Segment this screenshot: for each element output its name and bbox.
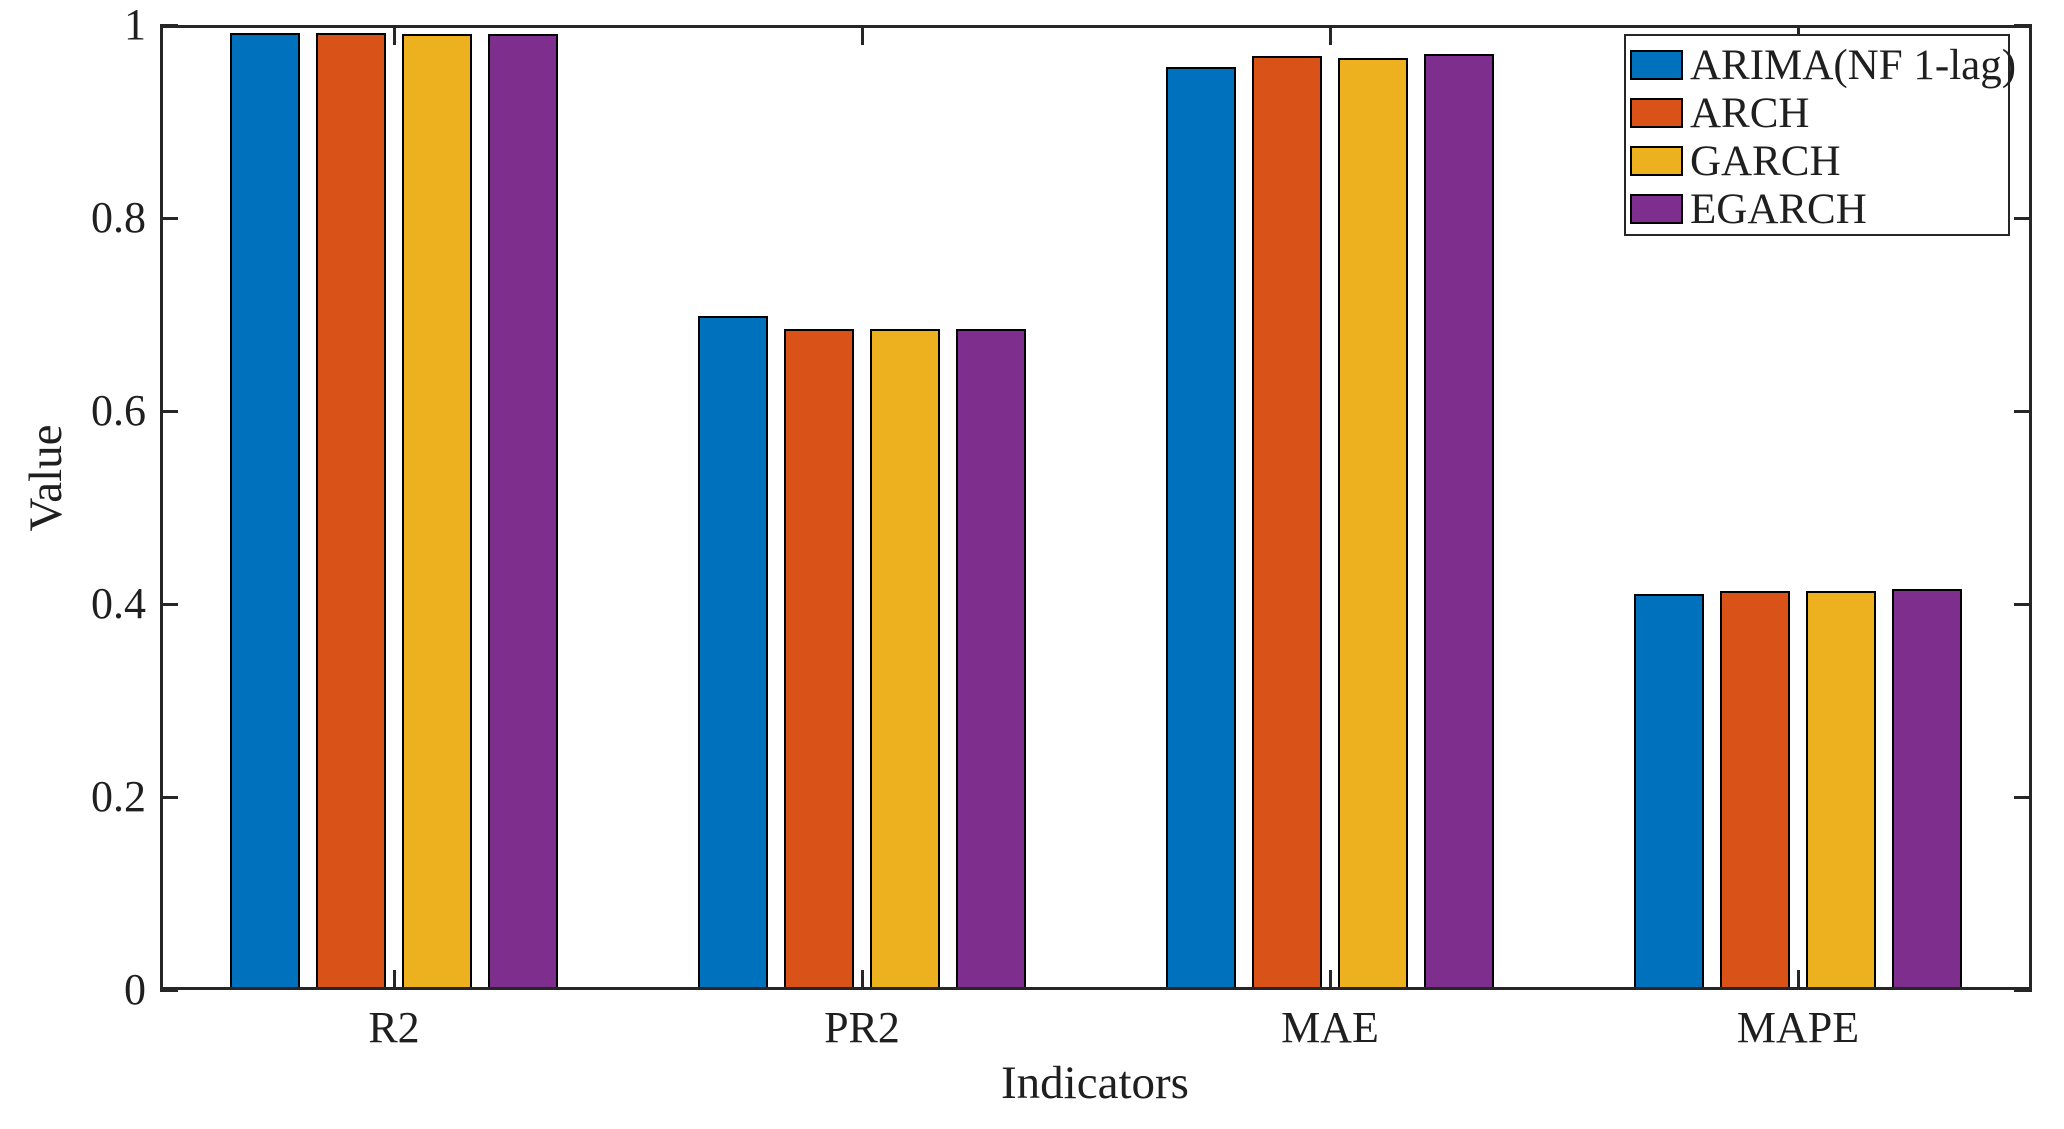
bar-garch-pr2 bbox=[869, 328, 940, 990]
bar-egarch-mape bbox=[1891, 588, 1962, 990]
bar-egarch-mae bbox=[1423, 53, 1494, 990]
y-tick-label-0.6: 0.6 bbox=[91, 386, 146, 435]
axis-tick bbox=[160, 23, 178, 27]
axis-tick bbox=[160, 409, 178, 413]
y-tick-label-0.2: 0.2 bbox=[91, 772, 146, 821]
x-axis-label: Indicators bbox=[1001, 1057, 1189, 1109]
axis-tick bbox=[2014, 409, 2032, 413]
legend-label: ARCH bbox=[1690, 89, 1810, 137]
axis-tick bbox=[860, 25, 864, 45]
axis-tick bbox=[160, 795, 178, 799]
bar-arch-r2 bbox=[316, 32, 387, 990]
axis-tick bbox=[160, 216, 178, 220]
axis-tick bbox=[392, 970, 396, 990]
legend-swatch-arima-nf-1-lag- bbox=[1630, 50, 1683, 80]
y-tick-label-1: 1 bbox=[124, 0, 146, 49]
axis-tick bbox=[2014, 988, 2032, 992]
x-tick-label-R2: R2 bbox=[368, 1003, 420, 1052]
axis-tick bbox=[2014, 602, 2032, 606]
axis-tick bbox=[392, 25, 396, 45]
legend-row: EGARCH bbox=[1626, 185, 2008, 233]
y-tick-label-0: 0 bbox=[124, 965, 146, 1014]
y-tick-label-0.4: 0.4 bbox=[91, 579, 146, 628]
bar-arch-pr2 bbox=[784, 328, 855, 990]
axis-tick bbox=[860, 970, 864, 990]
y-tick-label-0.8: 0.8 bbox=[91, 193, 146, 242]
legend-label: ARIMA(NF 1-lag) bbox=[1690, 41, 2017, 89]
bar-garch-r2 bbox=[401, 33, 472, 990]
bar-arima-nf-1-lag--mae bbox=[1166, 66, 1237, 990]
legend-swatch-arch bbox=[1630, 98, 1683, 128]
bar-egarch-r2 bbox=[487, 33, 558, 990]
axis-tick bbox=[1328, 970, 1332, 990]
bar-arima-nf-1-lag--pr2 bbox=[698, 316, 769, 990]
x-tick-label-MAE: MAE bbox=[1281, 1003, 1379, 1052]
bar-garch-mape bbox=[1805, 590, 1876, 990]
axis-tick bbox=[160, 988, 178, 992]
axis-tick bbox=[160, 602, 178, 606]
bar-garch-mae bbox=[1337, 57, 1408, 990]
legend-row: GARCH bbox=[1626, 137, 2008, 185]
legend-row: ARCH bbox=[1626, 89, 2008, 137]
bar-arch-mape bbox=[1720, 590, 1791, 990]
legend-label: GARCH bbox=[1690, 137, 1841, 185]
bar-arch-mae bbox=[1252, 55, 1323, 990]
bar-arima-nf-1-lag--mape bbox=[1634, 594, 1705, 990]
bar-egarch-pr2 bbox=[955, 328, 1026, 990]
axis-tick bbox=[1796, 970, 1800, 990]
x-tick-label-MAPE: MAPE bbox=[1736, 1003, 1860, 1052]
axis-tick bbox=[2014, 795, 2032, 799]
legend-swatch-garch bbox=[1630, 146, 1683, 176]
legend-label: EGARCH bbox=[1690, 185, 1867, 233]
plot-area: ARIMA(NF 1-lag) ARCH GARCH EGARCH bbox=[160, 23, 2032, 992]
axis-tick bbox=[2014, 216, 2032, 220]
legend: ARIMA(NF 1-lag) ARCH GARCH EGARCH bbox=[1624, 34, 2016, 236]
legend-row: ARIMA(NF 1-lag) bbox=[1626, 41, 2016, 89]
axis-tick bbox=[2014, 23, 2032, 27]
axis-tick bbox=[1328, 25, 1332, 45]
legend-swatch-egarch bbox=[1630, 194, 1683, 224]
bar-arima-nf-1-lag--r2 bbox=[230, 32, 301, 990]
x-tick-label-PR2: PR2 bbox=[824, 1003, 900, 1052]
